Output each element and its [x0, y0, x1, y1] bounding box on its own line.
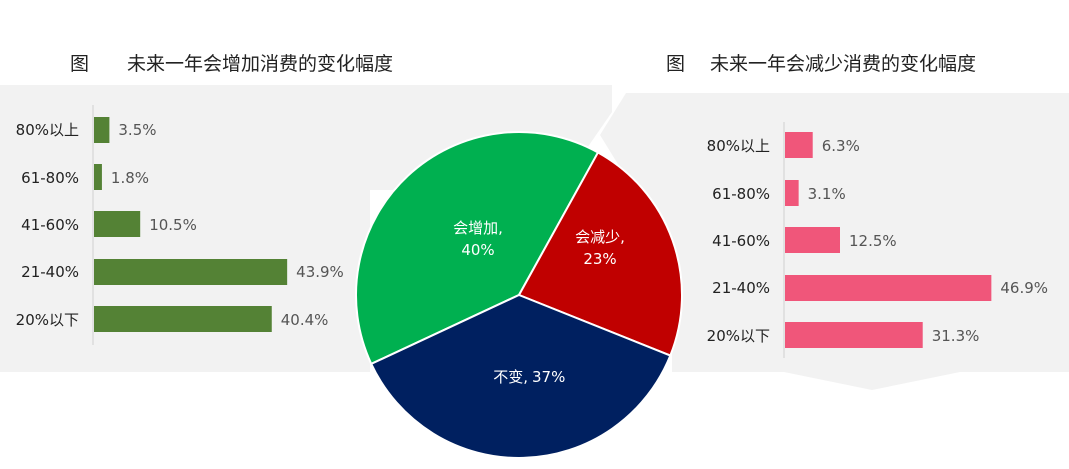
pie-label-decrease-name: 会减少, — [575, 228, 625, 246]
left-bar — [94, 164, 102, 190]
right-category-label: 80%以上 — [707, 137, 770, 155]
right-bar — [785, 132, 813, 158]
right-bar — [785, 275, 992, 301]
left-category-label: 20%以下 — [16, 311, 79, 329]
left-value-label: 3.5% — [118, 121, 156, 139]
right-chart-title: 图 未来一年会减少消费的变化幅度 — [666, 53, 976, 75]
pie-slice-unchanged — [369, 293, 672, 459]
pie-label-unchanged-value: 37% — [532, 368, 565, 386]
right-bar-chart: 80%以上 61-80% 41-60% 21-40% 20%以下 6.3% 3.… — [707, 132, 1048, 348]
pie-slice-increase — [355, 131, 600, 366]
left-category-label: 61-80% — [21, 169, 79, 187]
right-value-label: 46.9% — [1000, 279, 1048, 297]
pie-label-increase-value: 40% — [461, 241, 494, 259]
pie-slice-decrease — [517, 151, 683, 357]
right-bar — [785, 227, 840, 253]
right-category-label: 41-60% — [712, 232, 770, 250]
right-category-label: 20%以下 — [707, 327, 770, 345]
left-category-label: 80%以上 — [16, 121, 79, 139]
right-bar — [785, 180, 799, 206]
right-value-label: 12.5% — [849, 232, 897, 250]
left-category-label: 41-60% — [21, 216, 79, 234]
right-value-label: 31.3% — [932, 327, 980, 345]
pie-label-increase-name: 会增加, — [453, 219, 503, 237]
left-bar — [94, 259, 288, 285]
pie-label-decrease-value: 23% — [583, 250, 616, 268]
left-value-label: 10.5% — [149, 216, 197, 234]
pie-chart: 会增加, 40% 会减少, 23% 不变, 37% — [355, 131, 683, 459]
right-category-label: 21-40% — [712, 279, 770, 297]
left-bar — [94, 306, 272, 332]
left-bar — [94, 117, 110, 143]
pie-label-unchanged-name: 不变, — [493, 368, 528, 386]
left-value-label: 43.9% — [296, 263, 344, 281]
left-chart-title: 图 未来一年会增加消费的变化幅度 — [70, 53, 393, 75]
left-value-label: 1.8% — [111, 169, 149, 187]
right-value-label: 3.1% — [808, 185, 846, 203]
left-category-label: 21-40% — [21, 263, 79, 281]
left-bar — [94, 211, 141, 237]
left-value-label: 40.4% — [281, 311, 329, 329]
left-bar-chart: 80%以上 61-80% 41-60% 21-40% 20%以下 3.5% 1.… — [16, 117, 344, 332]
right-bar — [785, 322, 923, 348]
right-value-label: 6.3% — [822, 137, 860, 155]
right-category-label: 61-80% — [712, 185, 770, 203]
